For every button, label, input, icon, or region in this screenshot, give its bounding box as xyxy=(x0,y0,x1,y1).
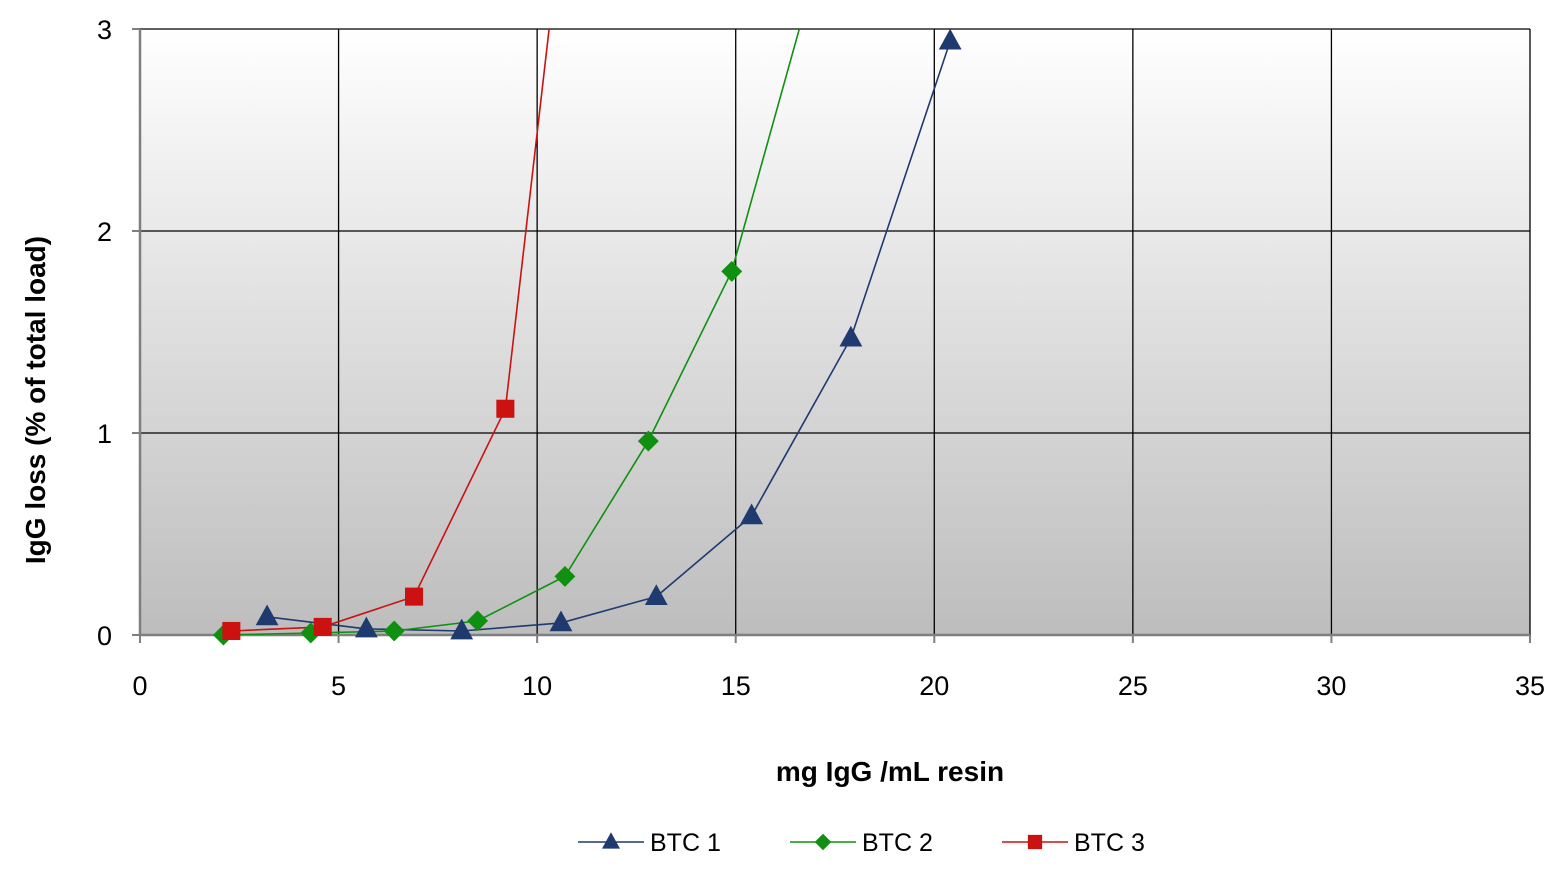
data-point-btc1 xyxy=(450,618,474,640)
legend-item-btc1: BTC 1 xyxy=(578,829,721,857)
data-point-btc3 xyxy=(405,587,424,606)
data-point-btc1 xyxy=(255,604,279,626)
x-tick-label: 5 xyxy=(331,671,346,701)
legend-item-btc2: BTC 2 xyxy=(790,829,933,857)
x-tick-label: 35 xyxy=(1515,671,1545,701)
x-axis-title: mg IgG /mL resin xyxy=(776,756,1004,787)
legend-label: BTC 2 xyxy=(862,829,933,857)
x-tick-label: 10 xyxy=(522,671,552,701)
legend-marker xyxy=(814,833,832,851)
legend-marker xyxy=(1027,834,1043,850)
data-point-btc1 xyxy=(549,610,573,632)
x-tick-label: 30 xyxy=(1316,671,1346,701)
legend-marker xyxy=(602,832,620,849)
data-point-btc1 xyxy=(740,503,763,525)
y-tick-label: 1 xyxy=(97,419,112,449)
data-point-btc3 xyxy=(313,617,332,636)
data-point-btc1 xyxy=(839,325,863,347)
legend-label: BTC 1 xyxy=(650,829,721,857)
data-point-btc1 xyxy=(938,28,962,50)
plot-area xyxy=(140,29,1530,635)
series-line-btc1 xyxy=(267,40,951,632)
x-tick-label: 15 xyxy=(721,671,751,701)
data-point-btc2 xyxy=(467,610,489,632)
legend-label: BTC 3 xyxy=(1074,829,1145,857)
y-axis-title: IgG loss (% of total load) xyxy=(20,236,51,564)
data-point-btc2 xyxy=(637,430,659,452)
y-tick-label: 3 xyxy=(97,15,112,45)
data-point-btc1 xyxy=(644,584,668,605)
marker-layer xyxy=(212,28,962,646)
data-point-btc3 xyxy=(496,399,515,418)
data-point-btc1 xyxy=(354,616,378,638)
y-tick-label: 0 xyxy=(97,621,112,651)
data-point-btc3 xyxy=(222,621,241,640)
tick-labels: 0 5 10 15 20 25 30 35 0 1 2 3 xyxy=(97,15,1545,701)
data-point-btc2 xyxy=(554,565,576,587)
x-tick-label: 20 xyxy=(919,671,949,701)
legend: BTC 1 BTC 2 BTC 3 xyxy=(578,829,1145,857)
x-tick-label: 25 xyxy=(1118,671,1148,701)
y-tick-label: 2 xyxy=(97,217,112,247)
data-point-btc2 xyxy=(383,620,405,642)
x-tick-label: 0 xyxy=(132,671,147,701)
data-point-btc2 xyxy=(721,260,743,282)
legend-item-btc3: BTC 3 xyxy=(1002,829,1145,857)
